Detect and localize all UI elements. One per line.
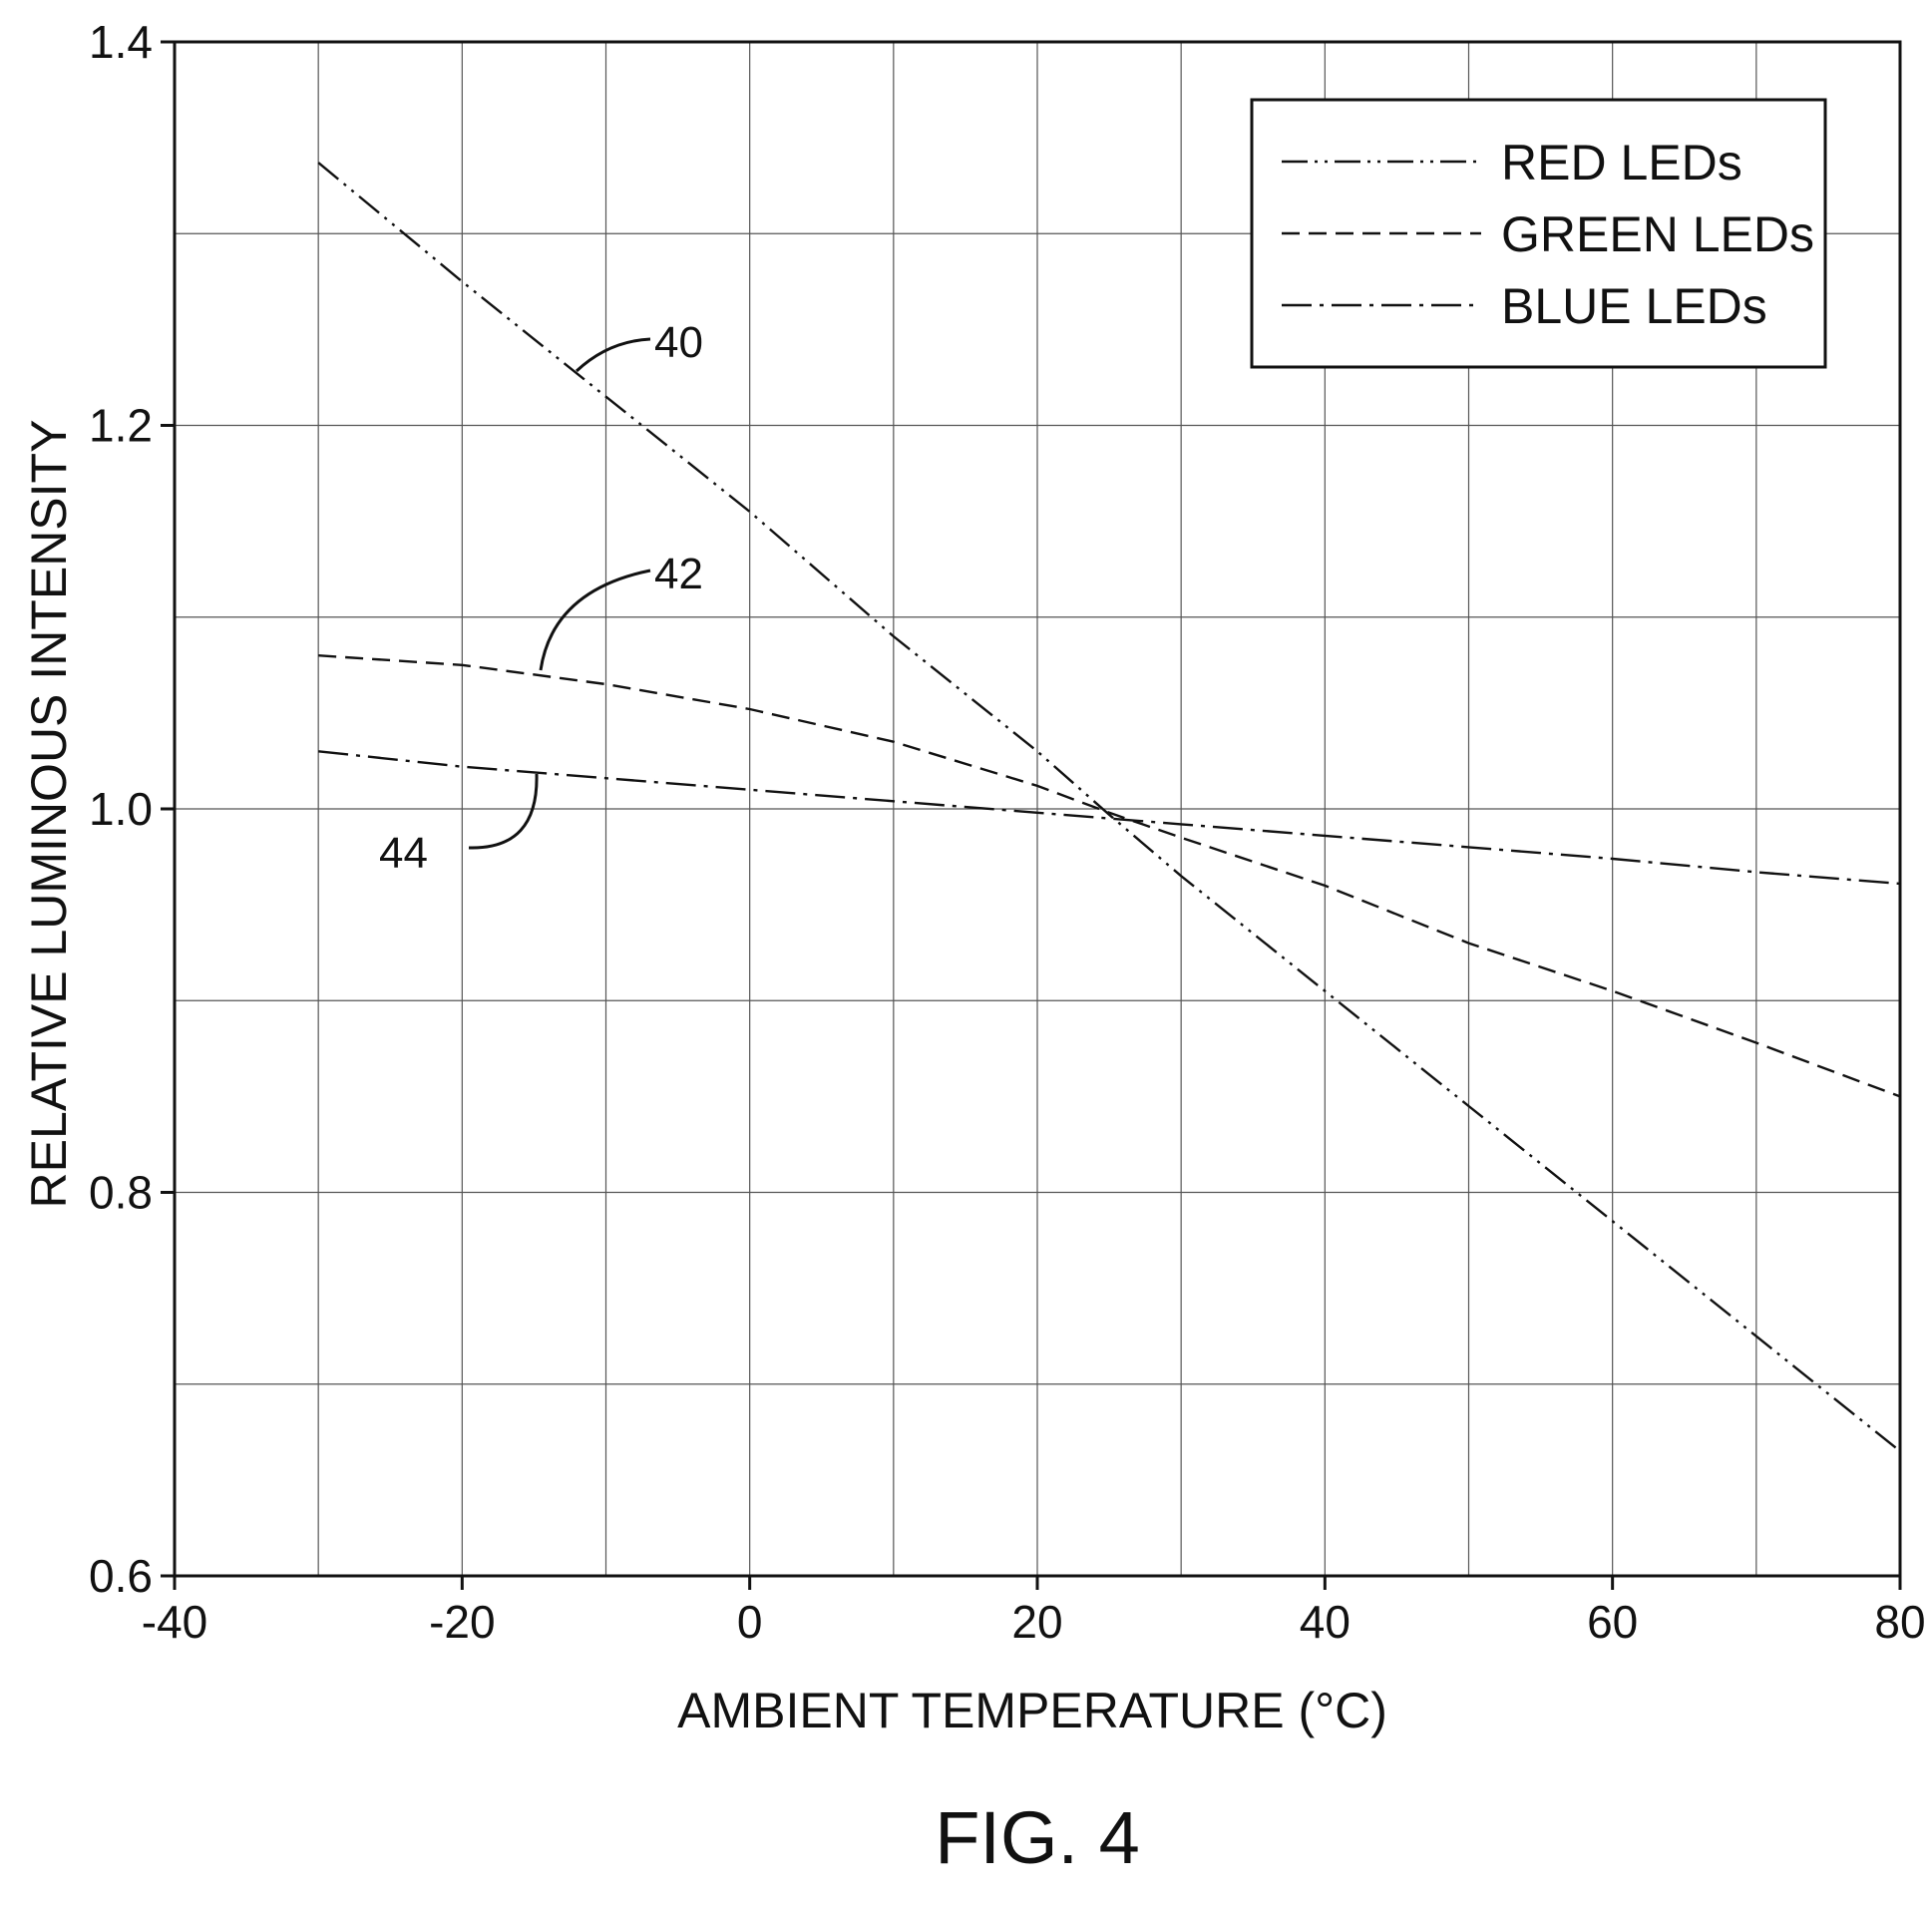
y-tick-labels: 0.6 0.8 1.0 1.2 1.4 — [89, 16, 153, 1602]
legend-label: RED LEDs — [1501, 135, 1742, 191]
ref-leader — [539, 569, 651, 671]
x-tick-label: -40 — [142, 1596, 207, 1648]
x-tick-label: 0 — [737, 1596, 763, 1648]
y-tick-label: 1.2 — [89, 400, 153, 452]
legend: RED LEDs GREEN LEDs BLUE LEDs — [1250, 98, 1827, 369]
legend-label: GREEN LEDs — [1501, 206, 1814, 262]
ref-leader — [575, 337, 651, 373]
ref-leader — [468, 773, 539, 850]
x-tick-label: 40 — [1300, 1596, 1351, 1648]
y-tick-label: 1.0 — [89, 783, 153, 835]
series-line-3 — [318, 750, 1901, 886]
series-line-2 — [318, 654, 1901, 1098]
ref-label: 40 — [654, 318, 703, 367]
ticks — [161, 40, 1902, 1590]
ref-label: 42 — [654, 550, 703, 598]
ref-label: 44 — [379, 829, 428, 878]
y-tick-label: 0.6 — [89, 1550, 153, 1602]
x-tick-labels: -40 -20 0 20 40 60 80 — [142, 1596, 1926, 1648]
series-line-1 — [317, 162, 1901, 1452]
y-axis-title: RELATIVE LUMINOUS INTENSITY — [21, 420, 77, 1209]
y-tick-label: 0.8 — [89, 1167, 153, 1219]
ref-leaders: 40 42 44 — [379, 318, 703, 878]
y-tick-label: 1.4 — [89, 16, 153, 68]
x-tick-label: -20 — [429, 1596, 495, 1648]
x-tick-label: 80 — [1874, 1596, 1925, 1648]
figure-label: FIG. 4 — [935, 1796, 1140, 1879]
x-axis-title: AMBIENT TEMPERATURE (°C) — [677, 1683, 1387, 1738]
series-lines — [317, 162, 1901, 1452]
x-tick-label: 60 — [1587, 1596, 1638, 1648]
x-tick-label: 20 — [1011, 1596, 1062, 1648]
legend-label: BLUE LEDs — [1501, 278, 1767, 334]
